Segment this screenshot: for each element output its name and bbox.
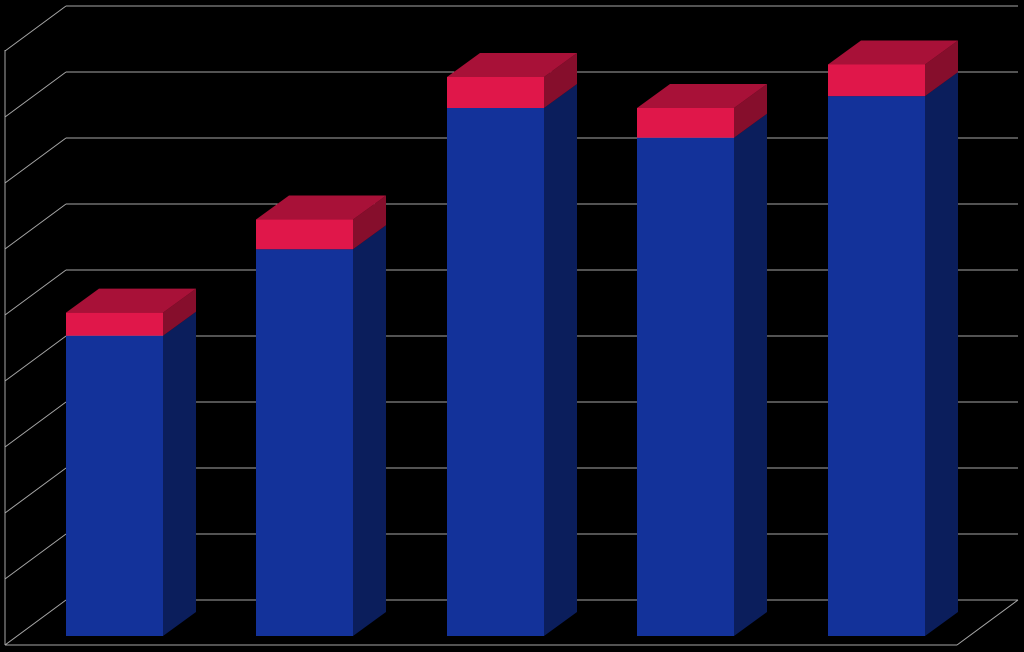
bar — [256, 219, 353, 250]
bar-side — [925, 40, 958, 97]
grid-line — [4, 269, 67, 316]
grid-line — [4, 401, 67, 448]
bar — [637, 108, 734, 138]
grid-line — [4, 71, 67, 118]
bar — [637, 137, 734, 636]
bar-side — [353, 195, 386, 250]
floor-edge — [956, 599, 1019, 646]
bar-side — [163, 311, 196, 636]
grid-line — [4, 533, 67, 580]
bar-side — [925, 72, 958, 637]
bar-top — [447, 52, 577, 77]
bar-top — [828, 40, 958, 65]
grid-line — [4, 5, 67, 52]
grid-line — [4, 599, 67, 646]
bar-side — [163, 288, 196, 336]
bar-top — [66, 288, 196, 313]
grid-line — [4, 137, 67, 184]
bar — [66, 312, 163, 336]
bar-top — [256, 195, 386, 220]
bar-side — [544, 52, 577, 108]
bar — [828, 96, 925, 637]
grid-line — [4, 335, 67, 382]
bar-side — [544, 84, 577, 636]
bar — [828, 64, 925, 97]
grid-line — [4, 203, 67, 250]
bar — [447, 76, 544, 108]
bar-side — [734, 84, 767, 138]
bar-side — [353, 225, 386, 637]
bar-top — [637, 84, 767, 108]
bar — [447, 108, 544, 636]
bar — [66, 335, 163, 636]
bar-side — [734, 113, 767, 636]
grid-line — [4, 467, 67, 514]
bar — [256, 249, 353, 637]
